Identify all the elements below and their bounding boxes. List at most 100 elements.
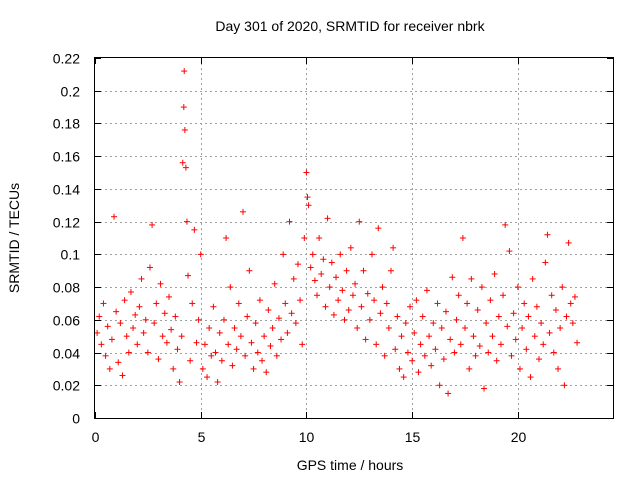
data-point xyxy=(100,300,107,307)
data-point xyxy=(559,284,566,291)
data-point xyxy=(402,320,409,327)
data-point xyxy=(159,333,166,340)
x-tick-label: 20 xyxy=(511,429,527,445)
data-point xyxy=(436,382,443,389)
data-point xyxy=(404,349,411,356)
data-point xyxy=(368,251,375,258)
x-tick-label: 0 xyxy=(92,429,100,445)
data-point xyxy=(476,343,483,349)
data-point xyxy=(248,339,255,346)
data-point xyxy=(457,341,464,348)
data-point xyxy=(102,352,109,359)
data-point xyxy=(468,275,475,282)
y-axis-label: SRMTID / TECUs xyxy=(6,183,22,293)
data-point xyxy=(409,357,416,364)
y-tick-label: 0.12 xyxy=(53,215,80,231)
data-point xyxy=(252,320,259,327)
data-point xyxy=(256,297,263,304)
data-point xyxy=(204,374,211,381)
data-point xyxy=(506,248,513,255)
data-point xyxy=(512,336,519,343)
data-point xyxy=(259,357,266,364)
data-point xyxy=(428,362,435,369)
data-point xyxy=(225,341,232,348)
x-tick-label: 15 xyxy=(405,429,421,445)
data-point xyxy=(187,357,194,364)
data-point xyxy=(305,202,312,209)
data-point xyxy=(320,256,327,263)
data-point xyxy=(574,339,581,346)
data-point xyxy=(220,316,227,323)
data-point xyxy=(567,300,574,307)
data-point xyxy=(493,357,500,364)
data-point xyxy=(462,325,468,331)
data-point xyxy=(181,68,188,75)
data-point xyxy=(525,313,532,320)
data-point xyxy=(307,264,314,271)
data-point xyxy=(385,325,392,331)
data-point xyxy=(379,284,386,291)
data-point xyxy=(548,292,555,299)
data-point xyxy=(185,272,192,279)
data-point xyxy=(500,292,507,299)
data-point xyxy=(396,365,403,372)
data-point xyxy=(333,274,340,281)
data-point xyxy=(557,325,564,331)
data-point xyxy=(459,235,466,241)
data-point xyxy=(419,313,426,320)
data-point xyxy=(235,300,242,307)
data-point xyxy=(552,307,559,313)
data-point xyxy=(354,325,361,331)
data-point xyxy=(510,310,517,317)
data-point xyxy=(242,352,249,359)
data-point xyxy=(178,333,185,340)
data-point xyxy=(489,333,496,340)
data-point xyxy=(142,316,149,323)
data-point xyxy=(314,292,320,299)
data-point xyxy=(113,308,120,315)
data-point xyxy=(487,297,494,304)
plot-frame xyxy=(94,57,614,419)
data-point xyxy=(447,336,454,343)
data-point xyxy=(390,244,397,251)
data-point xyxy=(191,226,198,233)
data-point xyxy=(411,329,418,336)
data-point xyxy=(388,267,394,274)
data-point xyxy=(172,313,179,320)
data-point xyxy=(324,215,331,222)
data-point xyxy=(195,316,202,323)
data-point xyxy=(569,320,576,327)
data-point xyxy=(358,303,365,310)
data-point xyxy=(392,346,399,353)
data-point xyxy=(208,352,215,359)
data-point xyxy=(316,235,323,241)
data-point xyxy=(269,325,276,331)
data-point xyxy=(216,329,223,336)
data-point xyxy=(121,297,128,304)
data-point xyxy=(318,271,325,277)
data-point xyxy=(166,293,172,300)
data-point xyxy=(134,341,141,348)
data-point xyxy=(434,300,441,307)
data-point xyxy=(161,310,168,317)
y-tick-label: 0.1 xyxy=(61,247,81,263)
data-point xyxy=(197,251,204,258)
data-point xyxy=(421,352,428,359)
data-point xyxy=(523,346,530,353)
data-point xyxy=(123,333,130,340)
data-point xyxy=(349,292,356,299)
data-point xyxy=(536,356,542,363)
data-point xyxy=(136,303,143,310)
data-point xyxy=(286,218,293,225)
data-point xyxy=(288,310,295,317)
data-point xyxy=(438,325,445,331)
data-point xyxy=(538,320,545,327)
data-point xyxy=(233,346,240,353)
data-point xyxy=(451,349,458,356)
chart-title: Day 301 of 2020, SRMTID for receiver nbr… xyxy=(215,18,485,34)
data-point xyxy=(117,320,124,327)
data-point xyxy=(297,297,304,304)
data-point xyxy=(299,341,306,348)
data-point xyxy=(138,275,145,282)
